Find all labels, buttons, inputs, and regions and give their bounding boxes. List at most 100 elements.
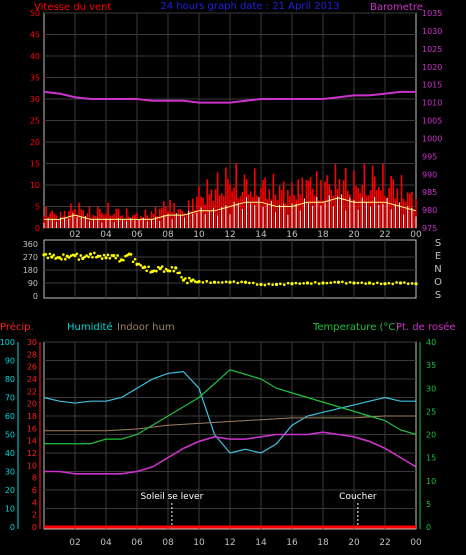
wind-tick-label: 0 — [35, 224, 40, 233]
direction-point — [333, 280, 336, 284]
baro-tick-label: 1035 — [422, 9, 442, 18]
direction-point — [406, 282, 410, 286]
precip-tick-label: 16 — [27, 424, 37, 433]
temp-tick-label: 15 — [426, 454, 436, 463]
direction-point — [205, 279, 209, 283]
x-tick-label: 16 — [286, 538, 298, 548]
direction-point — [67, 256, 71, 259]
baro-tick-label: 1010 — [422, 99, 442, 108]
direction-point — [44, 252, 48, 256]
x-tick-label: 18 — [317, 230, 329, 240]
direction-point — [118, 260, 121, 263]
direction-point — [160, 265, 164, 268]
x-tick-label: 04 — [100, 230, 112, 240]
temp-tick-label: 20 — [426, 431, 436, 440]
wind-tick-label: 20 — [30, 138, 40, 147]
direction-point — [274, 282, 279, 287]
direction-point — [290, 282, 294, 286]
direction-point — [212, 280, 217, 284]
dew-point-legend: Pt. de rosée — [396, 321, 456, 333]
direction-point — [414, 282, 418, 286]
temp-tick-label: 25 — [426, 407, 436, 416]
direction-point — [240, 280, 243, 284]
x-tick-label: 20 — [348, 538, 360, 548]
temp-hum-series — [43, 369, 417, 529]
direction-point — [137, 262, 141, 266]
humidity-ticks: 0 10 20 30 40 50 60 70 80 90 100 — [0, 338, 15, 532]
direction-point — [184, 277, 187, 280]
temp-tick-label: 5 — [426, 500, 431, 509]
sun-event-markers: Soleil se lever Coucher — [140, 492, 377, 527]
direction-point — [79, 254, 83, 257]
temp-hum-panel: Précip. Humidité Indoor hum Temperature … — [0, 321, 456, 548]
wind-baro-panel: Vitesse du vent 24 hours graph date : 21… — [30, 1, 443, 240]
direction-tick-label: 180 — [23, 266, 38, 275]
direction-point — [46, 256, 50, 260]
wind-average-line — [44, 197, 417, 220]
wind-tick-label: 10 — [30, 181, 40, 190]
direction-point — [81, 256, 85, 261]
precip-tick-label: 12 — [27, 449, 37, 458]
x-tick-label: 14 — [255, 230, 267, 240]
direction-point — [52, 253, 55, 257]
precip-axis-title: Précip. — [0, 321, 34, 333]
direction-point — [56, 256, 59, 259]
direction-point — [170, 265, 174, 269]
precip-tick-label: 24 — [27, 375, 37, 384]
direction-point — [139, 264, 143, 267]
baro-tick-label: 1000 — [422, 134, 442, 143]
baro-tick-label: 1020 — [422, 63, 442, 72]
direction-point — [410, 282, 414, 285]
baro-tick-label: 990 — [422, 170, 437, 179]
temp-tick-label: 0 — [426, 523, 431, 532]
temperature-axis-title: Temperature (°C) — [312, 322, 399, 333]
wind-tick-label: 50 — [30, 9, 40, 18]
direction-point — [310, 282, 313, 285]
direction-point — [100, 257, 104, 260]
wind-tick-label: 45 — [30, 31, 40, 40]
direction-point — [383, 282, 387, 286]
direction-point — [220, 281, 224, 284]
direction-point — [375, 281, 379, 285]
precip-tick-label: 4 — [32, 498, 37, 507]
wind-tick-label: 30 — [30, 95, 40, 104]
x-tick-label: 00 — [410, 230, 422, 240]
direction-point — [87, 255, 90, 259]
direction-point — [305, 281, 310, 285]
direction-point — [294, 281, 298, 285]
direction-point — [147, 265, 150, 269]
direction-tick-label: 360 — [23, 240, 38, 249]
direction-point — [248, 281, 251, 285]
wind-baro-grid — [44, 12, 416, 229]
wind-tick-label: 35 — [30, 74, 40, 83]
direction-point — [164, 267, 168, 271]
direction-point — [236, 281, 240, 285]
direction-point — [398, 281, 403, 285]
direction-point — [302, 281, 305, 285]
humidity-tick-label: 0 — [10, 523, 15, 532]
humidity-axis-title: Humidité — [67, 321, 113, 333]
temp-tick-label: 40 — [426, 338, 436, 347]
precip-tick-label: 6 — [32, 486, 37, 495]
direction-point — [155, 269, 158, 273]
direction-point — [263, 283, 267, 287]
direction-point — [298, 282, 302, 285]
direction-point — [201, 281, 205, 284]
x-tick-label: 14 — [255, 538, 267, 548]
humidity-tick-label: 80 — [5, 375, 15, 384]
direction-point — [157, 265, 160, 269]
direction-point — [325, 281, 329, 285]
direction-point — [106, 253, 110, 257]
precip-tick-label: 22 — [27, 387, 37, 396]
direction-point — [114, 256, 117, 260]
x-tick-label: 08 — [162, 230, 174, 240]
x-tick-label: 20 — [348, 230, 360, 240]
direction-point — [172, 269, 176, 273]
direction-point — [251, 281, 255, 285]
direction-point — [279, 282, 282, 286]
direction-point — [195, 280, 199, 284]
baro-tick-label: 985 — [422, 188, 437, 197]
